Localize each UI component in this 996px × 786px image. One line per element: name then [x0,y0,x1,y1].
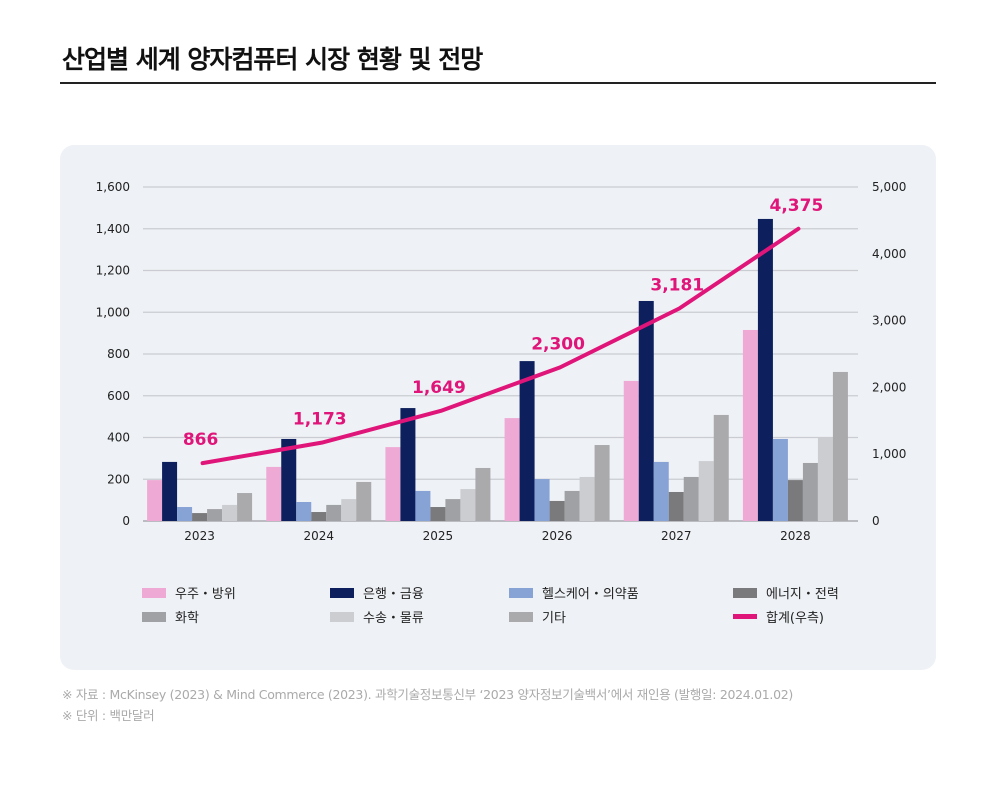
bar-5-2026 [579,476,595,521]
bar-3-2027 [668,491,684,521]
bar-0-2023 [147,480,163,521]
bar-4-2027 [683,476,699,521]
bar-0-2027 [623,380,639,521]
y-tick-label: 800 [107,347,130,361]
total-label: 3,181 [650,276,704,296]
bar-6-2028 [832,371,848,521]
bar-4-2025 [445,499,461,521]
bar-2-2026 [534,479,550,521]
x-tick-label: 2025 [423,529,454,543]
y-tick-label: 200 [107,472,130,486]
bar-4-2028 [802,462,818,521]
bar-1-2027 [638,300,654,521]
bar-4-2023 [207,509,223,521]
y-tick-label: 400 [107,431,130,445]
bar-3-2024 [311,512,327,521]
bar-1-2023 [162,461,178,521]
y-tick-label: 0 [122,514,130,528]
bar-6-2027 [713,414,729,521]
x-tick-label: 2027 [661,529,692,543]
bar-1-2024 [281,438,297,521]
y2-tick-label: 3,000 [872,314,906,328]
total-label: 2,300 [531,334,585,354]
unit-note: ※ 단위 : 백만달러 [62,708,155,723]
page-title: 산업별 세계 양자컴퓨터 시장 현황 및 전망 [62,45,483,74]
y-tick-label: 1,600 [96,180,130,194]
total-label: 1,649 [412,378,466,398]
y2-tick-label: 0 [872,514,880,528]
y2-tick-label: 4,000 [872,247,906,261]
total-label: 1,173 [293,410,347,430]
bar-6-2025 [475,467,491,521]
x-tick-label: 2023 [184,529,215,543]
total-line [200,226,801,466]
bar-2-2024 [296,502,312,521]
x-tick-label: 2024 [303,529,334,543]
bar-3-2023 [192,513,208,521]
bar-2-2028 [772,438,788,521]
bar-5-2024 [341,499,357,521]
bar-6-2023 [237,493,253,521]
bar-5-2025 [460,489,476,521]
bar-3-2025 [430,507,446,521]
bar-5-2027 [698,461,714,521]
bar-1-2028 [757,218,773,521]
bar-1-2025 [400,408,416,521]
total-label: 866 [183,430,219,450]
source-note: ※ 자료 : McKinsey (2023) & Mind Commerce (… [62,687,793,702]
total-label: 4,375 [770,196,824,216]
y-tick-label: 1,400 [96,222,130,236]
bar-6-2024 [356,481,372,521]
y-tick-label: 1,200 [96,264,130,278]
x-tick-label: 2026 [542,529,573,543]
x-tick-label: 2028 [780,529,811,543]
bar-0-2028 [742,329,758,521]
bar-3-2026 [549,500,565,521]
y-tick-label: 1,000 [96,305,130,319]
bar-4-2024 [326,504,342,521]
bar-0-2026 [504,418,520,521]
y-tick-label: 600 [107,389,130,403]
bar-2-2023 [177,507,193,521]
y2-tick-label: 5,000 [872,180,906,194]
bar-6-2026 [594,445,610,521]
y2-tick-label: 2,000 [872,380,906,394]
bar-2-2027 [653,461,669,521]
bar-0-2024 [266,466,282,521]
bar-5-2028 [817,437,833,521]
bar-4-2026 [564,490,580,521]
bar-1-2026 [519,361,535,521]
y2-tick-label: 1,000 [872,447,906,461]
bar-0-2025 [385,447,401,521]
title-divider [60,82,936,84]
notes: ※ 자료 : McKinsey (2023) & Mind Commerce (… [62,684,962,726]
bar-3-2028 [787,480,803,521]
bar-2-2025 [415,490,431,521]
bar-5-2023 [222,504,238,521]
